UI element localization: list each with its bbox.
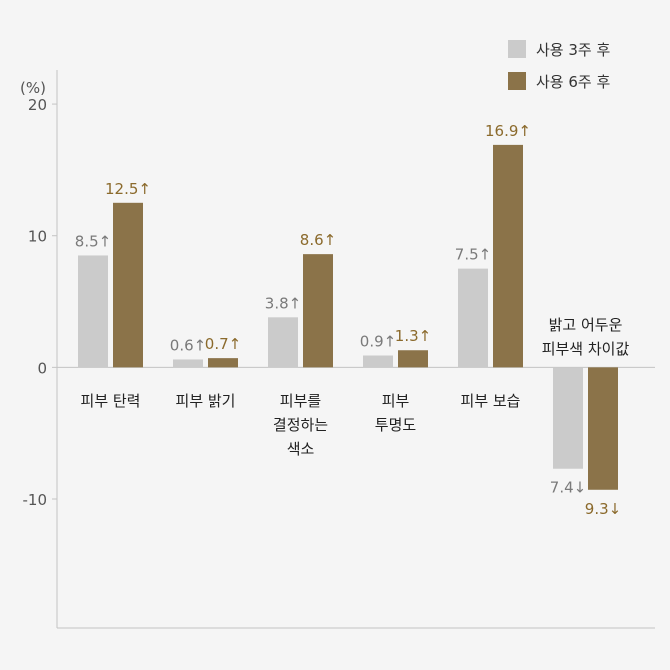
y-tick-label: 20 (28, 96, 47, 114)
bar-value-label: 3.8↑ (265, 294, 301, 312)
bar-3-weeks (268, 317, 298, 368)
bar-value-label: 0.9↑ (360, 333, 396, 351)
y-axis-unit: (%) (20, 79, 46, 97)
y-tick-label: 0 (37, 359, 47, 377)
bar-3-weeks (173, 359, 203, 368)
category-label: 피부를 (280, 392, 322, 410)
bar-value-label: 16.9↑ (485, 122, 531, 140)
legend-label-3-weeks: 사용 3주 후 (536, 41, 610, 59)
bar-value-label: 8.5↑ (75, 232, 111, 250)
category-label: 피부 (382, 392, 410, 410)
bar-6-weeks (398, 350, 428, 368)
bar-value-label: 7.5↑ (455, 246, 491, 264)
bar-3-weeks (458, 268, 488, 368)
bar-6-weeks (208, 358, 238, 368)
category-label: 피부 탄력 (81, 392, 141, 410)
bar-6-weeks (588, 367, 618, 490)
bars (78, 144, 618, 490)
category-label: 피부 밝기 (176, 392, 236, 410)
category-label: 색소 (287, 440, 315, 458)
bar-value-label: 8.6↑ (300, 231, 336, 249)
bar-value-label: 9.3↓ (585, 500, 621, 518)
category-label: 피부 보습 (461, 392, 521, 410)
bar-value-label: 7.4↓ (550, 479, 586, 497)
bar-value-label: 0.7↑ (205, 335, 241, 353)
bar-6-weeks (303, 254, 333, 368)
legend-label-6-weeks: 사용 6주 후 (536, 73, 610, 91)
legend-swatch-6-weeks (508, 72, 526, 90)
category-label: 결정하는 (273, 416, 328, 434)
bar-3-weeks (553, 367, 583, 469)
bar-6-weeks (493, 144, 523, 368)
bar-3-weeks (78, 255, 108, 368)
y-axis-ticks: 20 10 0 -10 (23, 96, 57, 509)
y-tick-label: 10 (28, 228, 47, 246)
bar-value-labels: 8.5↑ 0.6↑ 3.8↑ 0.9↑ 7.5↑ 7.4↓ 12.5↑ 0.7↑ 8.6↑ 1.3… (75, 122, 621, 518)
y-tick-label: -10 (23, 491, 48, 509)
bar-value-label: 12.5↑ (105, 180, 151, 198)
bar-value-label: 1.3↑ (395, 327, 431, 345)
category-label: 투명도 (375, 416, 417, 434)
legend: 사용 3주 후 사용 6주 후 (508, 40, 610, 91)
bar-value-label: 0.6↑ (170, 336, 206, 354)
category-label: 피부색 차이값 (542, 340, 630, 358)
bar-3-weeks (363, 355, 393, 368)
category-label: 밝고 어두운 (549, 316, 623, 334)
bar-6-weeks (113, 202, 143, 368)
legend-swatch-3-weeks (508, 40, 526, 58)
